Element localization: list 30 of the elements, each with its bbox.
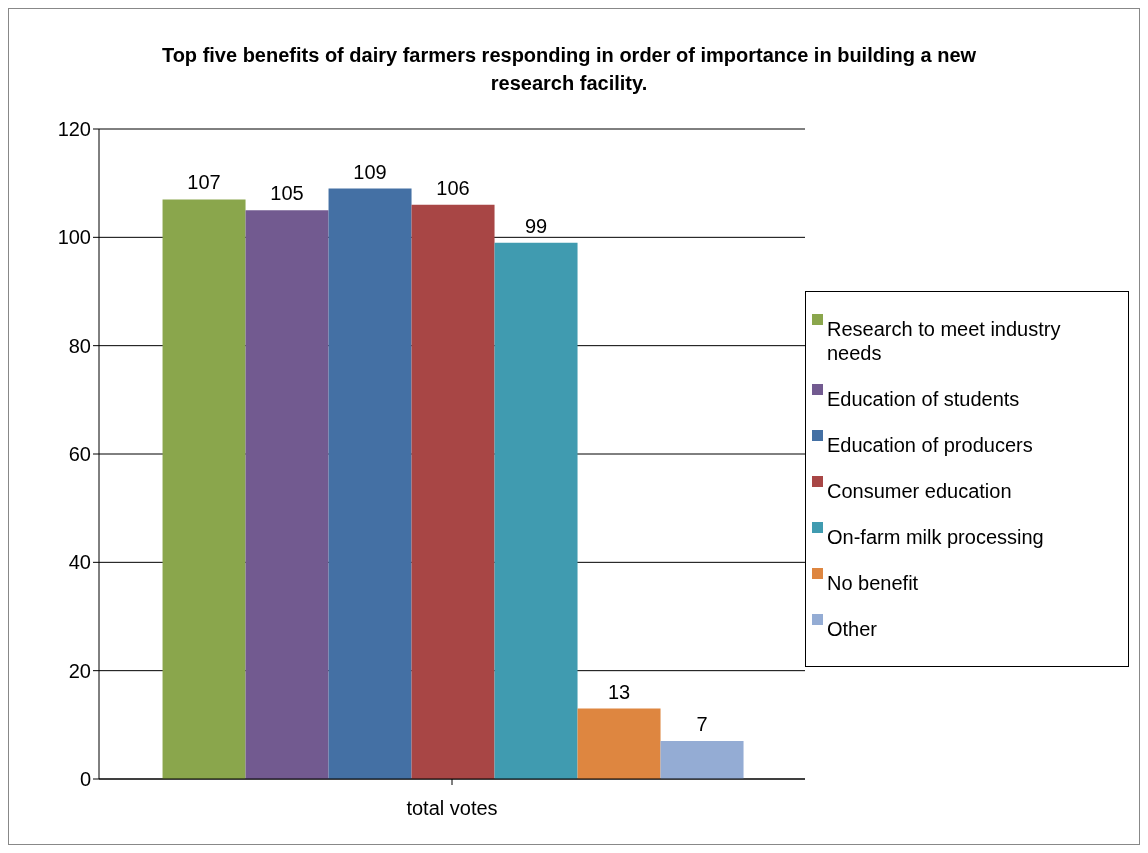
bar (577, 708, 661, 779)
legend-label: Research to meet industry needs (827, 317, 1062, 365)
data-label: 99 (524, 214, 548, 237)
bar (328, 188, 412, 779)
data-label: 106 (436, 176, 470, 199)
y-tick-label: 100 (57, 226, 91, 249)
data-label: 13 (607, 680, 631, 703)
y-tick-label: 120 (57, 118, 91, 141)
legend-label: Consumer education (827, 479, 1012, 503)
bar (494, 242, 578, 779)
y-tick-label: 80 (68, 334, 91, 357)
legend-label: Other (827, 617, 878, 641)
data-label: 105 (270, 182, 304, 205)
data-label: 109 (353, 160, 387, 183)
legend-label: Education of producers (827, 433, 1033, 457)
data-label: 7 (696, 713, 708, 736)
legend-label: Education of students (827, 387, 1020, 411)
legend-label: No benefit (827, 571, 919, 595)
y-tick-label: 20 (68, 659, 91, 682)
chart-title: Top five benefits of dairy farmers responding in order of importance in building a new research facility. (160, 43, 978, 96)
bar (162, 199, 246, 779)
bar (245, 210, 329, 779)
bar (411, 204, 495, 779)
x-tick-label: total votes (406, 797, 498, 820)
y-tick-label: 60 (68, 443, 91, 466)
y-tick-label: 40 (68, 551, 91, 574)
bar (660, 741, 744, 779)
y-tick-label: 0 (79, 768, 91, 791)
legend-label: On-farm milk processing (827, 525, 1044, 549)
data-label: 107 (187, 171, 221, 194)
